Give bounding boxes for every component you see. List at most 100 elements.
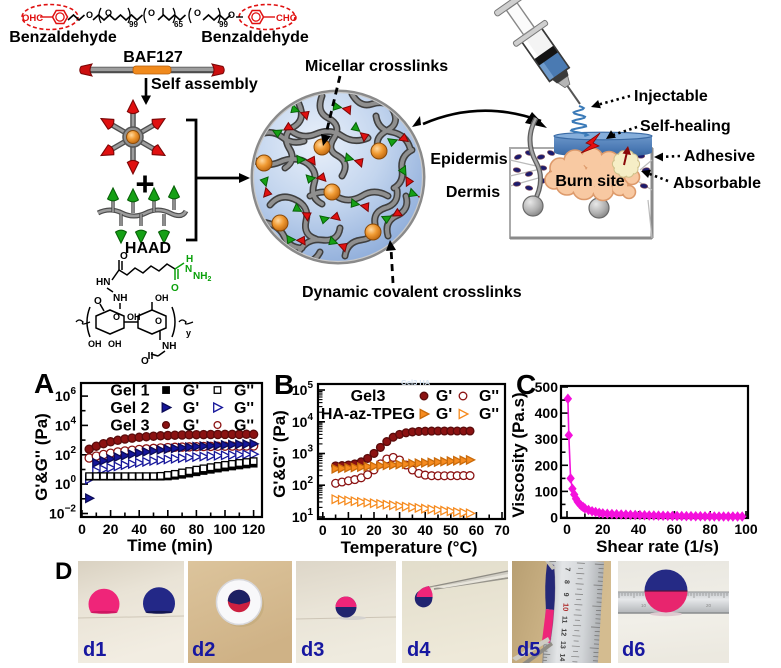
svg-text:OH: OH [108,339,122,349]
svg-text:NH: NH [113,293,127,304]
svg-text:102: 102 [55,445,77,463]
svg-text:104: 104 [55,415,77,433]
svg-text:Epidermis: Epidermis [430,151,507,168]
svg-text:HAAD: HAAD [125,240,171,257]
svg-text:200: 200 [535,457,559,473]
svg-text:10−2: 10−2 [49,504,76,522]
svg-text:14: 14 [558,653,565,661]
svg-text:G'': G'' [234,400,254,417]
svg-text:400: 400 [535,405,559,421]
svg-text:G'&G'' (Pa): G'&G'' (Pa) [270,410,289,498]
svg-text:500: 500 [535,379,559,395]
svg-text:O: O [194,8,201,18]
svg-text:60: 60 [667,521,683,537]
svg-text:Dermis: Dermis [446,184,500,201]
svg-text:Absorbable: Absorbable [673,175,761,192]
svg-text:80: 80 [702,521,718,537]
svg-text:G'': G'' [234,418,254,435]
svg-text:Gel 2: Gel 2 [110,400,149,417]
svg-text:HA-az-TPEG: HA-az-TPEG [321,406,415,423]
svg-text:d2: d2 [192,639,215,661]
svg-text:Shear rate (1/s): Shear rate (1/s) [596,537,719,556]
svg-text:100: 100 [535,483,559,499]
svg-text:NH2: NH2 [193,271,211,283]
svg-text:0: 0 [550,510,558,526]
svg-text:20: 20 [595,521,611,537]
svg-text:Time (min): Time (min) [127,536,213,555]
svg-text:50: 50 [443,522,459,538]
svg-text:H: H [186,254,193,265]
svg-text:40: 40 [131,521,147,537]
svg-text:y: y [186,328,191,338]
svg-text:300: 300 [535,431,559,447]
svg-text:65: 65 [174,20,183,29]
svg-text:0: 0 [563,521,571,537]
svg-text:60: 60 [160,521,176,537]
svg-text:Viscosity (Pa.s): Viscosity (Pa.s) [509,392,528,517]
svg-text:12: 12 [559,628,566,636]
svg-text:d4: d4 [407,639,431,661]
svg-text:G': G' [436,388,452,405]
svg-text:G': G' [183,383,199,400]
svg-text:G'': G'' [479,406,499,423]
svg-text:10: 10 [561,603,570,612]
svg-text:D: D [55,558,72,585]
svg-text:O: O [113,312,120,322]
svg-text:Self assembly: Self assembly [151,76,258,93]
svg-text:Gel 3: Gel 3 [110,418,149,435]
svg-text:Burn site: Burn site [555,173,624,190]
svg-text:O: O [120,251,128,262]
svg-text:100: 100 [213,521,237,537]
svg-text:0: 0 [78,521,86,537]
svg-text:G'': G'' [234,383,254,400]
svg-text:Gel3: Gel3 [351,388,386,405]
svg-text:G'': G'' [479,388,499,405]
svg-text:103: 103 [292,444,314,462]
svg-text:CHO: CHO [276,13,297,24]
svg-text:d5: d5 [517,639,540,661]
svg-text:80: 80 [189,521,205,537]
svg-text:O: O [155,316,162,326]
svg-text:Gel3 HA: Gel3 HA [401,378,431,387]
svg-text:N: N [185,264,192,275]
svg-text:10: 10 [641,603,647,608]
svg-text:70: 70 [494,522,510,538]
svg-text:BAF127: BAF127 [123,49,183,66]
svg-text:99: 99 [129,20,138,29]
svg-text:30: 30 [392,522,408,538]
svg-text:OH: OH [155,293,169,303]
svg-text:Benzaldehyde: Benzaldehyde [9,29,117,46]
svg-text:Benzaldehyde: Benzaldehyde [201,29,309,46]
svg-text:G': G' [436,406,452,423]
svg-text:60: 60 [469,522,485,538]
svg-text:Injectable: Injectable [634,88,708,105]
svg-text:101: 101 [292,507,314,525]
svg-text:O: O [94,296,102,307]
svg-text:40: 40 [631,521,647,537]
svg-text:9: 9 [562,592,569,596]
svg-text:8: 8 [563,580,570,584]
svg-text:Temperature (°C): Temperature (°C) [341,538,478,557]
svg-text:106: 106 [55,386,77,404]
svg-text:20: 20 [366,522,382,538]
svg-text:105: 105 [292,380,314,398]
svg-text:Adhesive: Adhesive [684,148,755,165]
svg-text:O: O [171,283,179,294]
svg-text:B: B [274,369,294,400]
svg-text:20: 20 [706,603,712,608]
svg-text:OHC: OHC [22,13,43,24]
svg-text:d1: d1 [83,639,106,661]
svg-text:G'&G'' (Pa): G'&G'' (Pa) [32,413,51,501]
svg-text:120: 120 [242,521,266,537]
svg-text:O: O [228,10,235,20]
svg-text:Self-healing: Self-healing [640,118,731,135]
svg-text:+: + [135,165,154,202]
svg-text:O: O [148,8,155,18]
svg-text:G': G' [183,400,199,417]
svg-text:100: 100 [55,474,77,492]
svg-text:102: 102 [292,475,314,493]
svg-text:OH: OH [88,339,102,349]
svg-text:104: 104 [292,412,314,430]
svg-text:11: 11 [560,616,567,624]
svg-text:O: O [86,10,93,20]
